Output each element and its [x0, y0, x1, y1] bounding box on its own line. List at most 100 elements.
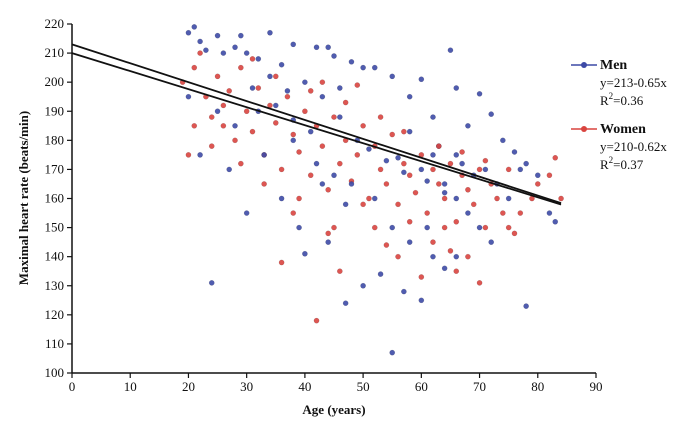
men-data-point: [523, 303, 529, 309]
women-data-point: [476, 166, 483, 173]
men-data-point: [261, 152, 267, 158]
women-data-point: [185, 152, 192, 158]
women-data-point: [249, 128, 256, 135]
women-data-point: [354, 152, 361, 158]
women-data-point: [307, 172, 314, 179]
men-data-point: [290, 41, 297, 48]
men-data-point: [313, 44, 320, 51]
women-data-point: [272, 73, 279, 80]
legend-entry-women: Women y=210-0.62x R2=0.37: [571, 122, 667, 172]
x-tick-label: 70: [473, 379, 486, 394]
men-data-point: [185, 29, 192, 36]
women-data-point: [406, 218, 413, 225]
legend-men-equation: y=213-0.65x: [600, 75, 667, 90]
women-data-point: [220, 122, 227, 129]
legend: Men y=213-0.65x R2=0.36 Women y=210-0.62…: [571, 58, 667, 172]
men-data-point: [511, 149, 518, 155]
women-data-point: [243, 108, 250, 115]
axes: 0 10 20 30 40 50 60 70 80 90 100 110 120 130 140 150 16…: [16, 16, 603, 417]
men-data-point: [360, 282, 366, 289]
legend-women-marker: [581, 126, 587, 132]
women-data-point: [302, 108, 308, 115]
men-data-point: [191, 24, 198, 30]
men-data-point: [424, 178, 430, 184]
women-data-point: [505, 224, 512, 231]
x-tick-label: 60: [415, 379, 428, 394]
men-data-point: [325, 44, 331, 51]
women-data-point: [220, 102, 227, 109]
women-data-point: [389, 131, 396, 138]
women-data-point: [296, 149, 302, 155]
men-data-point: [272, 102, 279, 109]
men-data-point: [296, 224, 302, 231]
women-data-point: [435, 181, 442, 187]
women-data-point: [401, 160, 407, 167]
men-data-point: [243, 50, 250, 56]
legend-women-r2: R2=0.37: [600, 155, 644, 172]
women-data-point: [453, 218, 460, 225]
women-data-point: [447, 248, 454, 254]
women-data-point: [354, 82, 361, 88]
y-tick-label: 160: [45, 191, 65, 206]
women-data-point: [505, 166, 512, 173]
women-data-point: [255, 85, 262, 91]
women-data-point: [331, 224, 337, 231]
men-data-point: [255, 56, 262, 62]
men-data-point: [488, 111, 495, 117]
men-data-point: [430, 152, 436, 158]
y-axis-title: Maximal heart rate (beats/min): [16, 111, 31, 285]
men-data-point: [232, 44, 238, 51]
women-data-point: [313, 317, 320, 324]
men-data-point: [418, 166, 425, 173]
women-data-point: [401, 128, 407, 135]
men-data-point: [360, 64, 366, 71]
men-data-point: [284, 88, 291, 94]
men-data-point: [505, 195, 512, 202]
men-data-point: [197, 38, 203, 45]
men-data-point: [488, 239, 495, 245]
legend-women-name: Women: [600, 122, 646, 137]
men-data-point: [389, 349, 396, 356]
men-data-point: [453, 85, 460, 91]
men-data-point: [337, 114, 343, 120]
women-data-point: [371, 224, 378, 231]
x-tick-label: 40: [298, 379, 311, 394]
men-data-point: [383, 157, 390, 164]
women-data-point: [290, 131, 297, 138]
men-data-point: [232, 122, 238, 129]
women-data-point: [278, 259, 285, 266]
men-data-point: [441, 181, 448, 187]
women-data-point: [459, 149, 465, 155]
men-data-point: [319, 93, 326, 100]
women-data-point: [337, 160, 343, 167]
men-data-point: [371, 195, 378, 202]
men-data-point: [307, 128, 314, 135]
men-data-point: [441, 189, 448, 196]
legend-entry-men: Men y=213-0.65x R2=0.36: [571, 58, 667, 108]
men-data-point: [371, 64, 378, 71]
women-data-point: [430, 166, 436, 173]
men-data-point: [278, 195, 285, 202]
women-data-point: [191, 122, 198, 129]
women-data-point: [319, 143, 326, 149]
men-data-point: [395, 154, 401, 161]
y-tick-label: 170: [45, 161, 65, 176]
men-data-point: [197, 152, 203, 158]
y-tick-label: 140: [45, 249, 65, 264]
women-data-point: [383, 181, 390, 187]
men-data-point: [185, 93, 192, 100]
men-data-point: [267, 73, 273, 80]
women-data-point: [238, 64, 244, 71]
women-data-point: [383, 242, 390, 248]
men-data-point: [366, 146, 372, 152]
women-data-point: [249, 56, 256, 62]
men-data-point: [208, 280, 215, 286]
women-data-point: [191, 64, 198, 71]
women-data-point: [517, 210, 524, 216]
men-data-point: [267, 29, 273, 36]
women-data-point: [435, 143, 442, 149]
men-data-point: [465, 210, 471, 216]
y-tick-label: 180: [45, 132, 65, 147]
men-data-point: [465, 122, 471, 129]
